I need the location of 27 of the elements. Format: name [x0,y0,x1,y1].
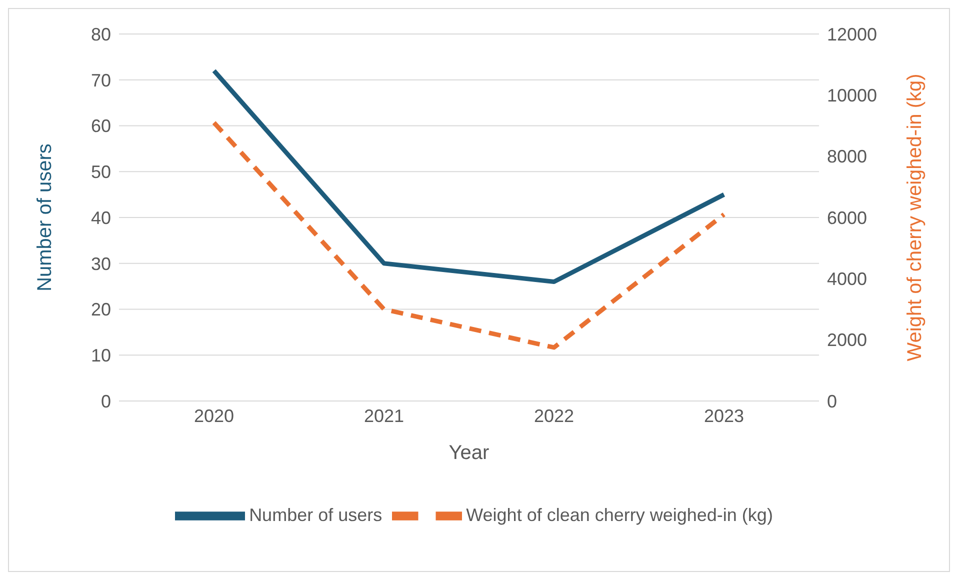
y2-tick-label: 8000 [827,146,868,167]
y2-tick-label: 12000 [827,24,878,44]
y2-tick-label: 0 [827,391,838,412]
y-tick-label: 80 [90,24,111,44]
y2-tick-label: 6000 [827,208,868,228]
y-tick-label: 60 [90,116,111,136]
y2-axis-title: Weight of cherry weighed-in (kg) [904,74,926,362]
y-tick-label: 30 [90,254,111,274]
legend-label: Number of users [249,504,382,525]
x-tick-label: 2020 [194,406,234,426]
y-tick-label: 20 [90,300,111,320]
line-series [212,120,726,350]
y-tick-label: 40 [90,208,111,228]
y-tick-label: 50 [90,162,111,182]
y2-tick-label: 2000 [827,330,868,350]
y2-tick-label: 10000 [827,86,878,106]
x-tick-label: 2021 [364,406,404,426]
x-tick-label: 2022 [534,406,574,426]
legend-label: Weight of clean cherry weighed-in (kg) [466,504,773,525]
x-tick-label: 2023 [704,406,744,426]
y-tick-label: 10 [90,346,111,366]
y-axis-title: Number of users [34,144,56,292]
y2-tick-label: 4000 [827,269,868,290]
x-axis-title: Year [448,442,490,464]
line-series [212,68,726,284]
y-tick-label: 70 [90,70,111,90]
y-tick-label: 0 [100,391,111,412]
